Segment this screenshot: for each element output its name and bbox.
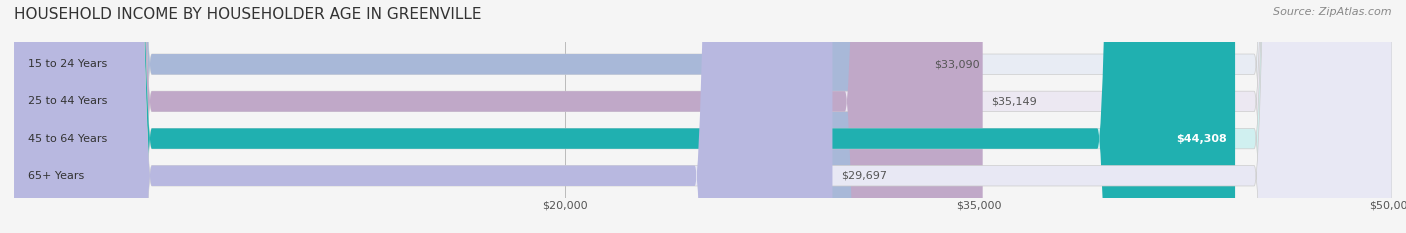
FancyBboxPatch shape — [14, 0, 983, 233]
Text: HOUSEHOLD INCOME BY HOUSEHOLDER AGE IN GREENVILLE: HOUSEHOLD INCOME BY HOUSEHOLDER AGE IN G… — [14, 7, 482, 22]
Text: 65+ Years: 65+ Years — [28, 171, 84, 181]
FancyBboxPatch shape — [14, 0, 1234, 233]
Text: $29,697: $29,697 — [841, 171, 887, 181]
Text: 25 to 44 Years: 25 to 44 Years — [28, 96, 107, 106]
FancyBboxPatch shape — [14, 0, 832, 233]
FancyBboxPatch shape — [14, 0, 1392, 233]
Text: 15 to 24 Years: 15 to 24 Years — [28, 59, 107, 69]
FancyBboxPatch shape — [14, 0, 1392, 233]
FancyBboxPatch shape — [14, 0, 1392, 233]
Text: $35,149: $35,149 — [991, 96, 1036, 106]
FancyBboxPatch shape — [14, 0, 927, 233]
FancyBboxPatch shape — [14, 0, 1392, 233]
Text: $33,090: $33,090 — [934, 59, 980, 69]
Text: Source: ZipAtlas.com: Source: ZipAtlas.com — [1274, 7, 1392, 17]
Text: 45 to 64 Years: 45 to 64 Years — [28, 134, 107, 144]
Text: $44,308: $44,308 — [1175, 134, 1227, 144]
